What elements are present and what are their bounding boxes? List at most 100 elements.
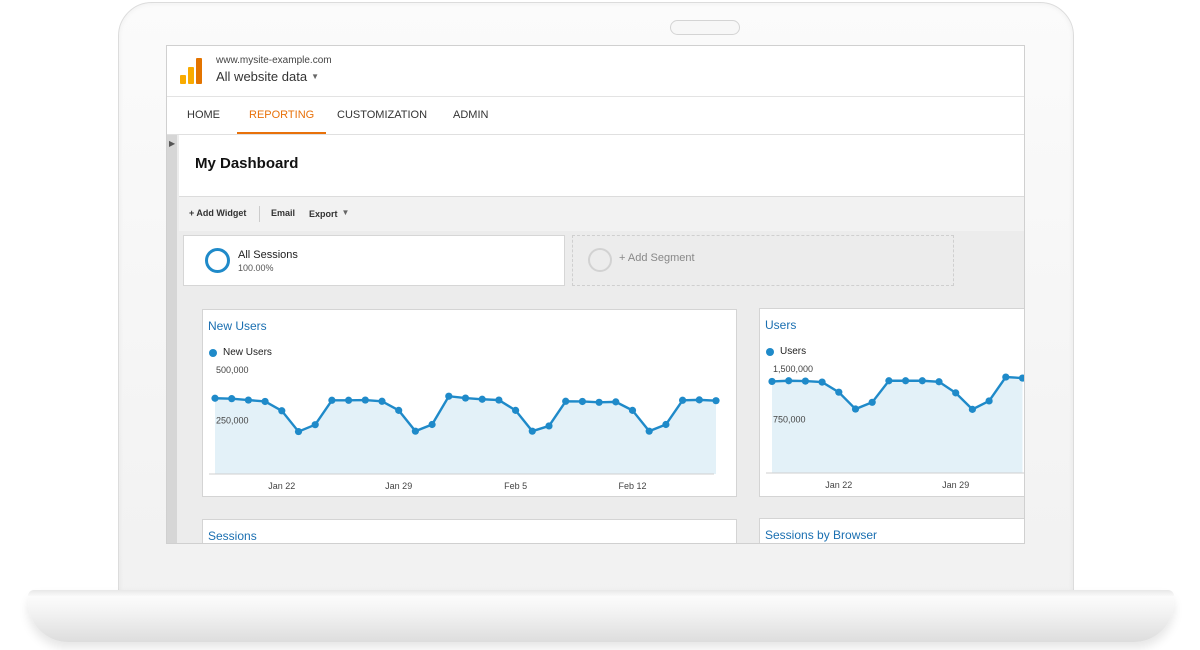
legend-label: New Users xyxy=(223,347,272,358)
widget-sessions: Sessions xyxy=(202,519,737,543)
add-widget-button[interactable]: + Add Widget xyxy=(189,208,247,218)
data-point xyxy=(294,427,303,436)
data-point xyxy=(562,397,570,405)
x-tick-label: Jan 29 xyxy=(942,480,969,490)
data-point xyxy=(835,388,843,396)
data-point xyxy=(595,398,603,406)
segment-ring-icon xyxy=(205,248,230,273)
data-point xyxy=(512,406,520,414)
legend-dot xyxy=(209,349,217,357)
segment-name: All Sessions xyxy=(238,249,298,261)
export-label: Export xyxy=(309,209,338,219)
data-point xyxy=(461,394,470,402)
y-tick-label: 500,000 xyxy=(216,365,249,375)
widget-sessions-by-browser: Sessions by Browser xyxy=(759,518,1024,543)
data-point xyxy=(918,377,926,385)
data-point xyxy=(695,396,703,404)
y-tick-label: 750,000 xyxy=(773,415,806,425)
data-point xyxy=(411,427,419,435)
data-point xyxy=(478,395,486,403)
data-point xyxy=(902,377,910,385)
data-point xyxy=(851,405,860,413)
data-point xyxy=(311,421,319,429)
widget-title[interactable]: New Users xyxy=(208,319,267,333)
y-tick-label: 250,000 xyxy=(216,416,249,426)
data-point xyxy=(378,397,386,405)
data-point xyxy=(228,395,236,403)
data-point xyxy=(495,396,503,404)
y-tick-label: 1,500,000 xyxy=(773,364,813,374)
series-line xyxy=(771,375,1023,411)
email-button[interactable]: Email xyxy=(271,208,296,218)
data-point xyxy=(818,378,826,386)
widget-title[interactable]: Sessions by Browser xyxy=(765,528,878,542)
main-nav: HOME REPORTING CUSTOMIZATION ADMIN xyxy=(167,97,1024,135)
widget-users: Users Users 1,500,000 750,000 Jan 22 Jan 29 xyxy=(759,308,1024,497)
data-point xyxy=(785,377,793,385)
tab-reporting[interactable]: REPORTING xyxy=(237,97,327,134)
export-button[interactable]: Export ▼ xyxy=(309,208,349,219)
dashboard-header: My Dashboard xyxy=(179,135,1024,197)
data-point xyxy=(528,427,536,435)
x-tick-label: Feb 12 xyxy=(618,481,646,491)
segment-all-sessions[interactable]: All Sessions 100.00% xyxy=(183,235,565,286)
data-point xyxy=(628,406,637,414)
data-point xyxy=(328,396,336,404)
data-point xyxy=(345,396,353,404)
view-selector[interactable]: All website data ▼ xyxy=(216,69,319,84)
expand-sidebar-icon[interactable]: ▶ xyxy=(169,139,176,148)
tab-admin[interactable]: ADMIN xyxy=(453,109,489,121)
data-point xyxy=(261,397,269,406)
tab-home[interactable]: HOME xyxy=(187,109,220,121)
widget-title[interactable]: Sessions xyxy=(208,529,257,543)
data-point xyxy=(935,378,943,386)
chart-new-users: 500,000 250,000 Jan 22 Jan 29 Feb 5 Feb 12 xyxy=(209,365,720,491)
legend-label: Users xyxy=(780,346,807,357)
data-point xyxy=(768,377,776,386)
chart-users: 1,500,000 750,000 Jan 22 Jan 29 xyxy=(766,364,1024,490)
widget-title[interactable]: Users xyxy=(765,318,797,332)
sidebar-collapsed: ▶ xyxy=(167,135,177,543)
view-selector-label: All website data xyxy=(216,69,308,84)
data-point xyxy=(395,406,403,414)
segment-percent: 100.00% xyxy=(238,263,274,273)
data-point xyxy=(985,397,993,405)
action-divider xyxy=(259,206,260,222)
x-tick-label: Feb 5 xyxy=(504,481,527,491)
laptop-base xyxy=(28,590,1174,642)
data-point xyxy=(278,407,286,415)
data-point xyxy=(1002,373,1010,381)
analytics-logo-icon[interactable] xyxy=(180,58,204,84)
data-point xyxy=(428,420,436,429)
data-point xyxy=(662,420,670,429)
legend-dot xyxy=(766,348,774,356)
data-point xyxy=(645,427,653,435)
x-tick-label: Jan 22 xyxy=(268,481,295,491)
data-point xyxy=(361,396,369,404)
data-point xyxy=(612,398,620,406)
chevron-down-icon: ▼ xyxy=(311,72,319,81)
data-point xyxy=(445,392,453,400)
top-bar: www.mysite-example.com All website data ▼ xyxy=(167,46,1024,97)
data-point xyxy=(868,398,876,406)
page-title: My Dashboard xyxy=(195,155,299,172)
data-point xyxy=(1018,374,1024,382)
camera-notch xyxy=(670,20,740,35)
data-point xyxy=(211,394,219,402)
data-point xyxy=(679,396,687,404)
x-tick-label: Jan 22 xyxy=(825,480,852,490)
data-point xyxy=(968,405,976,413)
site-url: www.mysite-example.com xyxy=(216,55,332,66)
x-tick-label: Jan 29 xyxy=(385,481,412,491)
area-fill xyxy=(215,396,716,474)
chevron-down-icon: ▼ xyxy=(341,208,350,217)
action-bar: + Add Widget Email Export ▼ xyxy=(179,197,1024,231)
area-fill xyxy=(772,377,1023,473)
screen: www.mysite-example.com All website data ▼… xyxy=(166,45,1025,544)
widget-new-users: New Users New Users 500,000 250,000 Jan 22… xyxy=(202,309,737,497)
tab-customization[interactable]: CUSTOMIZATION xyxy=(337,109,428,121)
data-point xyxy=(578,397,586,406)
data-point xyxy=(244,396,252,404)
add-segment-button[interactable]: + Add Segment xyxy=(572,235,954,286)
base-groove xyxy=(28,590,1174,596)
